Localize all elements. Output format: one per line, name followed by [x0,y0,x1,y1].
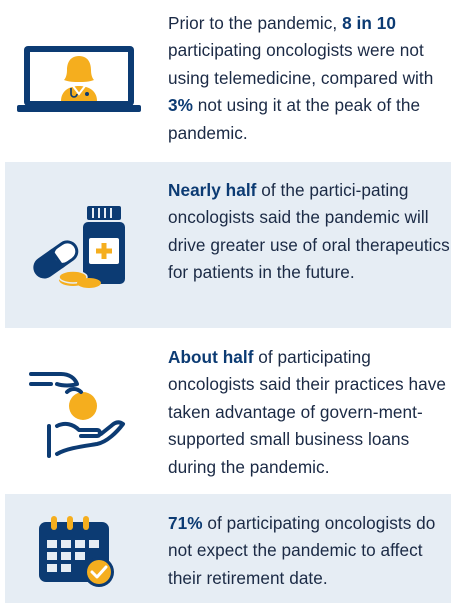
fact-row-retirement: 71% of participating oncologists do not … [5,494,451,603]
fact-row-telemedicine: Prior to the pandemic, 8 in 10 participa… [5,0,451,160]
fact-text-small-business-loans: About half of participating oncologists … [168,347,446,477]
laptop-doctor-icon [17,44,141,119]
fact-text-oral-therapeutics: Nearly half of the partici-pating oncolo… [168,180,450,283]
calendar-check-icon [35,514,119,595]
pill-bottle-icon [25,202,131,297]
highlight-stat: 8 in 10 [342,13,396,33]
hand-giving-coin-icon [27,366,127,463]
fact-row-small-business-loans: About half of participating oncologists … [5,330,451,490]
highlight-stat: Nearly half [168,180,257,200]
fact-text-telemedicine: Prior to the pandemic, 8 in 10 participa… [168,13,434,143]
highlight-stat: 71% [168,513,203,533]
highlight-stat: About half [168,347,254,367]
fact-row-oral-therapeutics: Nearly half of the partici-pating oncolo… [5,162,451,328]
fact-text-retirement: 71% of participating oncologists do not … [168,513,436,588]
highlight-stat: 3% [168,95,193,116]
